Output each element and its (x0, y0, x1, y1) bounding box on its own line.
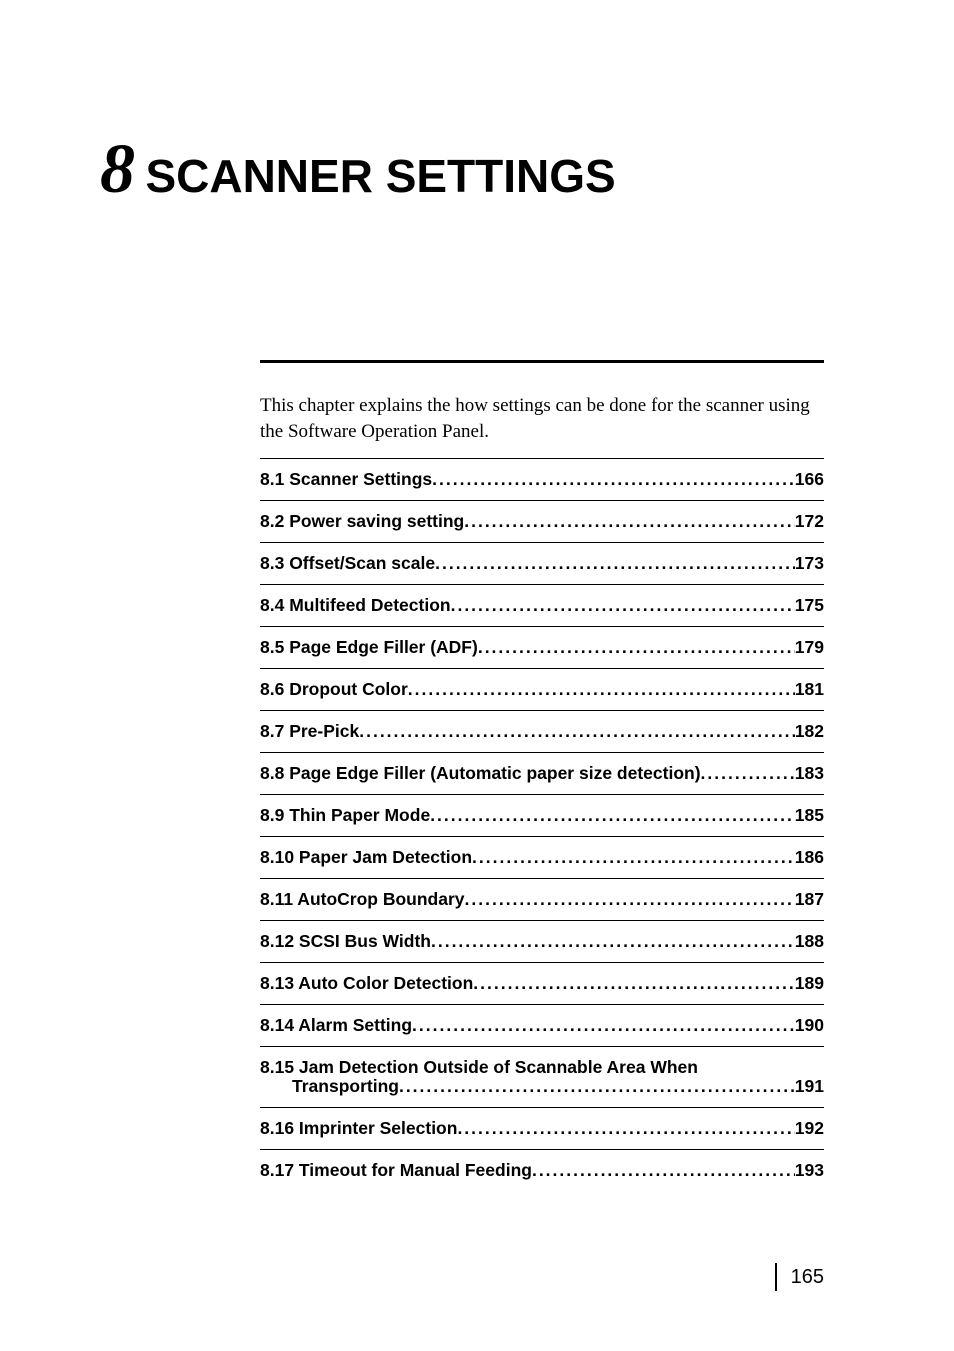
toc-title: 8.10 Paper Jam Detection (260, 847, 472, 868)
toc-entry: 8.7 Pre-Pick 182 (260, 710, 824, 752)
chapter-intro: This chapter explains the how settings c… (260, 393, 824, 444)
toc-leader (532, 1160, 795, 1181)
toc-leader (432, 469, 795, 490)
toc-entry: 8.12 SCSI Bus Width 188 (260, 920, 824, 962)
top-rule (260, 360, 824, 363)
toc-line: 8.7 Pre-Pick 182 (260, 721, 824, 742)
toc-page: 183 (795, 763, 824, 784)
toc-page: 166 (795, 469, 824, 490)
toc-leader (473, 973, 795, 994)
toc-leader (399, 1076, 795, 1097)
toc-line: 8.6 Dropout Color 181 (260, 679, 824, 700)
toc-page: 191 (795, 1076, 824, 1097)
toc-entry: 8.11 AutoCrop Boundary 187 (260, 878, 824, 920)
toc-entry: 8.14 Alarm Setting 190 (260, 1004, 824, 1046)
toc-line: 8.1 Scanner Settings 166 (260, 469, 824, 490)
toc-line: 8.5 Page Edge Filler (ADF) 179 (260, 637, 824, 658)
toc-page: 188 (795, 931, 824, 952)
toc-page: 182 (795, 721, 824, 742)
toc-entry: 8.9 Thin Paper Mode 185 (260, 794, 824, 836)
toc-page: 192 (795, 1118, 824, 1139)
toc-line: 8.10 Paper Jam Detection 186 (260, 847, 824, 868)
footer: 165 (775, 1263, 824, 1291)
toc-entry: 8.1 Scanner Settings 166 (260, 458, 824, 500)
toc-title: 8.1 Scanner Settings (260, 469, 432, 490)
toc-title: 8.15 Jam Detection Outside of Scannable … (260, 1057, 698, 1078)
toc-line: 8.4 Multifeed Detection 175 (260, 595, 824, 616)
toc-leader (435, 553, 795, 574)
toc-line: 8.17 Timeout for Manual Feeding 193 (260, 1160, 824, 1181)
content-block: This chapter explains the how settings c… (260, 360, 824, 1191)
toc-title: 8.6 Dropout Color (260, 679, 408, 700)
toc-line: 8.12 SCSI Bus Width 188 (260, 931, 824, 952)
toc-line: 8.16 Imprinter Selection 192 (260, 1118, 824, 1139)
toc-line: 8.8 Page Edge Filler (Automatic paper si… (260, 763, 824, 784)
toc-title: 8.11 AutoCrop Boundary (260, 889, 465, 910)
toc-line: 8.3 Offset/Scan scale 173 (260, 553, 824, 574)
toc-leader (412, 1015, 795, 1036)
toc-entry: 8.8 Page Edge Filler (Automatic paper si… (260, 752, 824, 794)
toc-title: 8.2 Power saving setting (260, 511, 464, 532)
toc-page: 187 (795, 889, 824, 910)
toc-leader (430, 805, 795, 826)
toc-entry: 8.2 Power saving setting 172 (260, 500, 824, 542)
toc-page: 185 (795, 805, 824, 826)
toc-page: 173 (795, 553, 824, 574)
toc-leader (701, 763, 795, 784)
toc-entry: 8.17 Timeout for Manual Feeding 193 (260, 1149, 824, 1191)
toc-title: 8.14 Alarm Setting (260, 1015, 412, 1036)
footer-page-number: 165 (791, 1266, 824, 1289)
toc-leader (359, 721, 795, 742)
toc-leader (464, 511, 795, 532)
toc-page: 193 (795, 1160, 824, 1181)
page: 8 SCANNER SETTINGS This chapter explains… (0, 0, 954, 1351)
toc-title: 8.17 Timeout for Manual Feeding (260, 1160, 532, 1181)
toc-line: 8.2 Power saving setting 172 (260, 511, 824, 532)
toc-continuation: Transporting (292, 1076, 399, 1097)
footer-rule (775, 1263, 777, 1291)
toc-entry: 8.3 Offset/Scan scale 173 (260, 542, 824, 584)
toc-leader (465, 889, 795, 910)
chapter-title-text: SCANNER SETTINGS (145, 150, 615, 202)
toc-line: 8.14 Alarm Setting 190 (260, 1015, 824, 1036)
toc-title: 8.13 Auto Color Detection (260, 973, 473, 994)
toc-entry: 8.15 Jam Detection Outside of Scannable … (260, 1046, 824, 1107)
toc-leader (472, 847, 795, 868)
toc: 8.1 Scanner Settings 166 8.2 Power saving… (260, 458, 824, 1191)
chapter-heading: 8 SCANNER SETTINGS (100, 130, 824, 210)
toc-page: 189 (795, 973, 824, 994)
toc-title: 8.5 Page Edge Filler (ADF) (260, 637, 478, 658)
toc-page: 186 (795, 847, 824, 868)
toc-title: 8.12 SCSI Bus Width (260, 931, 431, 952)
toc-title: 8.3 Offset/Scan scale (260, 553, 435, 574)
toc-entry: 8.10 Paper Jam Detection 186 (260, 836, 824, 878)
toc-entry: 8.16 Imprinter Selection 192 (260, 1107, 824, 1149)
toc-entry: 8.4 Multifeed Detection 175 (260, 584, 824, 626)
toc-entry: 8.5 Page Edge Filler (ADF) 179 (260, 626, 824, 668)
toc-leader (451, 595, 795, 616)
toc-line: 8.13 Auto Color Detection 189 (260, 973, 824, 994)
toc-title: 8.16 Imprinter Selection (260, 1118, 457, 1139)
toc-leader (457, 1118, 794, 1139)
toc-title: 8.9 Thin Paper Mode (260, 805, 430, 826)
toc-leader (408, 679, 795, 700)
toc-page: 181 (795, 679, 824, 700)
toc-page: 172 (795, 511, 824, 532)
toc-leader (478, 637, 795, 658)
toc-line: 8.11 AutoCrop Boundary 187 (260, 889, 824, 910)
toc-title: 8.7 Pre-Pick (260, 721, 359, 742)
chapter-number: 8 (100, 131, 135, 208)
toc-title: 8.4 Multifeed Detection (260, 595, 451, 616)
toc-leader (431, 931, 795, 952)
toc-page: 190 (795, 1015, 824, 1036)
toc-entry: 8.13 Auto Color Detection 189 (260, 962, 824, 1004)
toc-page: 175 (795, 595, 824, 616)
toc-line: 8.9 Thin Paper Mode 185 (260, 805, 824, 826)
toc-title: 8.8 Page Edge Filler (Automatic paper si… (260, 763, 701, 784)
toc-subline: Transporting 191 (260, 1076, 824, 1097)
toc-entry: 8.6 Dropout Color 181 (260, 668, 824, 710)
toc-page: 179 (795, 637, 824, 658)
toc-line: 8.15 Jam Detection Outside of Scannable … (260, 1057, 824, 1078)
